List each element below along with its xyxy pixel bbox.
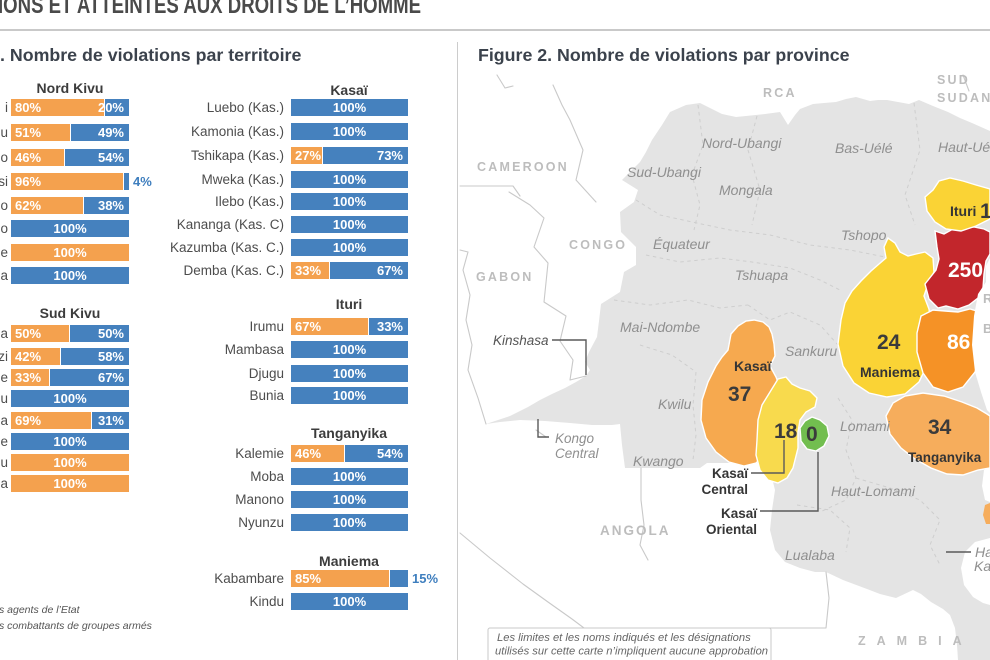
svg-text:ZAMBIA: ZAMBIA [858, 634, 973, 648]
svg-text:Maniema: Maniema [860, 364, 920, 380]
svg-text:ANGOLA: ANGOLA [600, 523, 671, 538]
svg-text:Lualaba: Lualaba [785, 547, 835, 563]
svg-text:Kwango: Kwango [633, 453, 684, 469]
svg-text:Nord-Ubangi: Nord-Ubangi [702, 135, 782, 151]
svg-text:86: 86 [947, 331, 970, 354]
svg-text:Ka: Ka [974, 558, 990, 574]
svg-text:SUDAN: SUDAN [937, 91, 990, 105]
svg-text:Mongala: Mongala [719, 182, 773, 198]
svg-text:Kwilu: Kwilu [658, 396, 692, 412]
svg-text:17: 17 [980, 200, 990, 223]
svg-text:Mai-Ndombe: Mai-Ndombe [620, 319, 700, 335]
svg-text:SUD: SUD [937, 73, 970, 87]
svg-text:Central: Central [701, 482, 748, 497]
svg-text:Tshuapa: Tshuapa [735, 267, 788, 283]
svg-text:RCA: RCA [763, 86, 797, 100]
svg-text:Haut-Uél: Haut-Uél [938, 139, 990, 155]
svg-text:Tshopo: Tshopo [841, 227, 887, 243]
svg-text:Kongo: Kongo [555, 431, 595, 446]
svg-text:Sud-Ubangi: Sud-Ubangi [627, 164, 702, 180]
svg-text:Kasaï: Kasaï [721, 506, 758, 521]
svg-text:Bas-Uélé: Bas-Uélé [835, 140, 893, 156]
svg-text:CAMEROON: CAMEROON [477, 160, 569, 174]
svg-text:Haut-Lomami: Haut-Lomami [831, 483, 916, 499]
svg-text:Sankuru: Sankuru [785, 343, 837, 359]
svg-text:utilisés sur cette carte n’imp: utilisés sur cette carte n’impliquent au… [495, 646, 768, 658]
svg-text:Kasaï: Kasaï [734, 358, 772, 374]
svg-text:Kinshasa: Kinshasa [493, 333, 549, 348]
svg-text:37: 37 [728, 383, 751, 406]
svg-text:24: 24 [877, 331, 901, 354]
svg-text:Lomami: Lomami [840, 418, 891, 434]
svg-text:Oriental: Oriental [706, 522, 757, 537]
svg-text:0: 0 [806, 423, 818, 446]
svg-text:GABON: GABON [476, 270, 534, 284]
svg-text:Kasaï: Kasaï [712, 466, 749, 481]
svg-text:Ituri: Ituri [950, 203, 976, 219]
svg-text:R: R [983, 291, 990, 306]
svg-text:250: 250 [948, 259, 983, 282]
svg-text:Les limites et les noms indiqu: Les limites et les noms indiqués et les … [497, 632, 751, 644]
svg-text:Tanganyika: Tanganyika [908, 450, 982, 465]
svg-text:B: B [983, 321, 990, 336]
svg-text:Équateur: Équateur [653, 236, 711, 252]
svg-text:18: 18 [774, 420, 798, 443]
svg-text:34: 34 [928, 416, 952, 439]
svg-text:Central: Central [555, 446, 600, 461]
svg-text:Ha: Ha [975, 544, 990, 560]
svg-text:CONGO: CONGO [569, 238, 627, 252]
